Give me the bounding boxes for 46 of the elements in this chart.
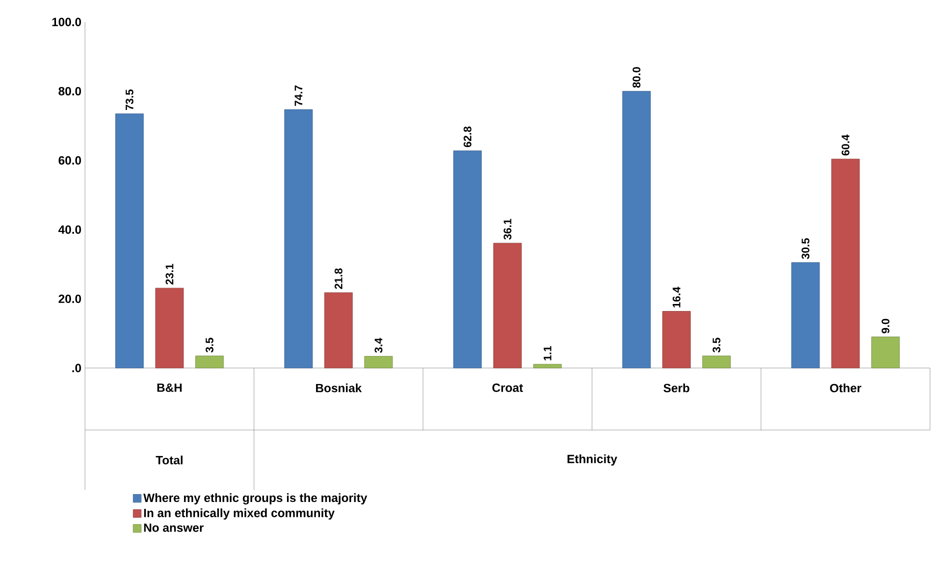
bar: [115, 113, 144, 368]
bar: [284, 109, 313, 368]
text: Ethnicity: [568, 454, 618, 466]
bar: [493, 242, 522, 368]
bar: [831, 158, 860, 368]
bar: [662, 311, 691, 368]
y-tick-label: 80.0: [58, 86, 81, 96]
data-label: 21.8: [334, 268, 342, 289]
y-tick-label: 100.0: [52, 18, 81, 26]
y-tick-label: .0: [72, 364, 81, 372]
x-tick-label: Bosniak: [316, 384, 362, 392]
bar: [195, 356, 224, 368]
data-label: 3.4: [374, 338, 382, 353]
bar: [791, 262, 820, 368]
data-label: 1.1: [544, 346, 552, 360]
data-label: 30.5: [802, 238, 810, 260]
x-tick-label: Other: [830, 384, 862, 392]
bar: [453, 150, 482, 368]
data-label: 73.5: [126, 89, 134, 110]
data-label: 62.8: [464, 126, 472, 148]
data-label: 3.5: [206, 338, 214, 352]
data-label: 36.1: [504, 218, 512, 240]
data-label: 80.0: [632, 67, 640, 88]
legend-label: Where my ethnic groups is the majority: [143, 493, 368, 504]
bar: [622, 90, 651, 368]
bar: [364, 356, 393, 368]
data-label: 23.1: [166, 264, 174, 284]
legend-label: In an ethnically mixed community: [144, 508, 335, 520]
x-tick-label: B&H: [157, 384, 182, 392]
y-tick-label: 40.0: [58, 225, 81, 234]
data-label: 74.7: [294, 85, 302, 106]
data-label: 60.4: [842, 134, 850, 156]
data-label: 16.4: [672, 286, 680, 308]
data-label: 9.0: [882, 318, 890, 334]
x-tick-label: Serb: [664, 384, 690, 392]
bar: [702, 356, 731, 368]
data-label: 3.5: [712, 338, 720, 352]
bar: [871, 336, 900, 368]
y-tick-label: 60.0: [58, 156, 81, 165]
legend-label: No answer: [144, 524, 204, 532]
bar: [324, 292, 353, 368]
y-tick-label: 20.0: [58, 294, 81, 304]
bar: [533, 364, 562, 368]
bar: [155, 288, 184, 368]
x-tick-label: Croat: [492, 384, 523, 392]
text: Total: [156, 456, 182, 464]
